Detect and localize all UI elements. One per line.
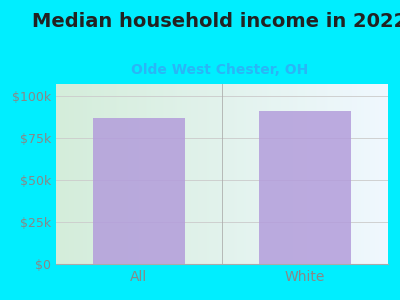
Bar: [93, 118, 185, 264]
Bar: [259, 111, 351, 264]
Text: Olde West Chester, OH: Olde West Chester, OH: [131, 63, 309, 77]
Text: Median household income in 2022: Median household income in 2022: [32, 12, 400, 31]
